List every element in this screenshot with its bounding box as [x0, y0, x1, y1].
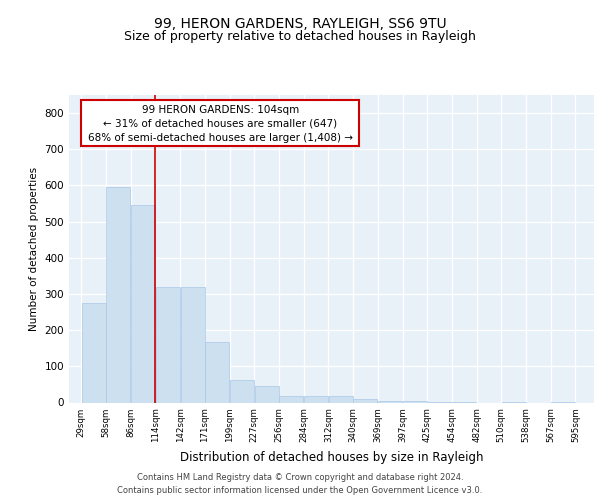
Text: ← 31% of detached houses are smaller (647): ← 31% of detached houses are smaller (64…: [103, 118, 337, 128]
Bar: [304, 396, 328, 402]
Text: 68% of semi-detached houses are larger (1,408) →: 68% of semi-detached houses are larger (…: [88, 132, 353, 142]
Text: Size of property relative to detached houses in Rayleigh: Size of property relative to detached ho…: [124, 30, 476, 43]
Bar: [106, 187, 130, 402]
Bar: [280, 396, 304, 402]
Text: 99, HERON GARDENS, RAYLEIGH, SS6 9TU: 99, HERON GARDENS, RAYLEIGH, SS6 9TU: [154, 18, 446, 32]
Bar: [254, 386, 278, 402]
Bar: [156, 286, 180, 403]
Bar: [131, 206, 155, 402]
Text: 99 HERON GARDENS: 104sqm: 99 HERON GARDENS: 104sqm: [142, 106, 299, 116]
Bar: [82, 303, 106, 402]
Bar: [403, 400, 427, 402]
X-axis label: Distribution of detached houses by size in Rayleigh: Distribution of detached houses by size …: [180, 450, 483, 464]
Text: Contains HM Land Registry data © Crown copyright and database right 2024.
Contai: Contains HM Land Registry data © Crown c…: [118, 473, 482, 495]
Bar: [181, 286, 205, 403]
Bar: [353, 399, 377, 402]
Bar: [205, 342, 229, 402]
Y-axis label: Number of detached properties: Number of detached properties: [29, 166, 39, 331]
Bar: [230, 380, 254, 402]
Bar: [329, 396, 353, 402]
FancyBboxPatch shape: [82, 100, 359, 146]
Bar: [378, 400, 402, 402]
